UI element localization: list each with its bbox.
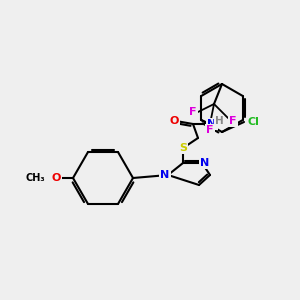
Text: S: S	[179, 143, 187, 153]
Text: F: F	[229, 116, 237, 126]
Text: O: O	[169, 116, 179, 126]
Text: H: H	[214, 116, 224, 126]
Text: O: O	[51, 173, 61, 183]
Text: CH₃: CH₃	[25, 173, 45, 183]
Text: N: N	[160, 170, 169, 180]
Text: F: F	[206, 125, 214, 135]
Text: Cl: Cl	[247, 117, 259, 127]
Text: N: N	[207, 119, 217, 129]
Text: F: F	[189, 107, 197, 117]
Text: N: N	[200, 158, 210, 168]
